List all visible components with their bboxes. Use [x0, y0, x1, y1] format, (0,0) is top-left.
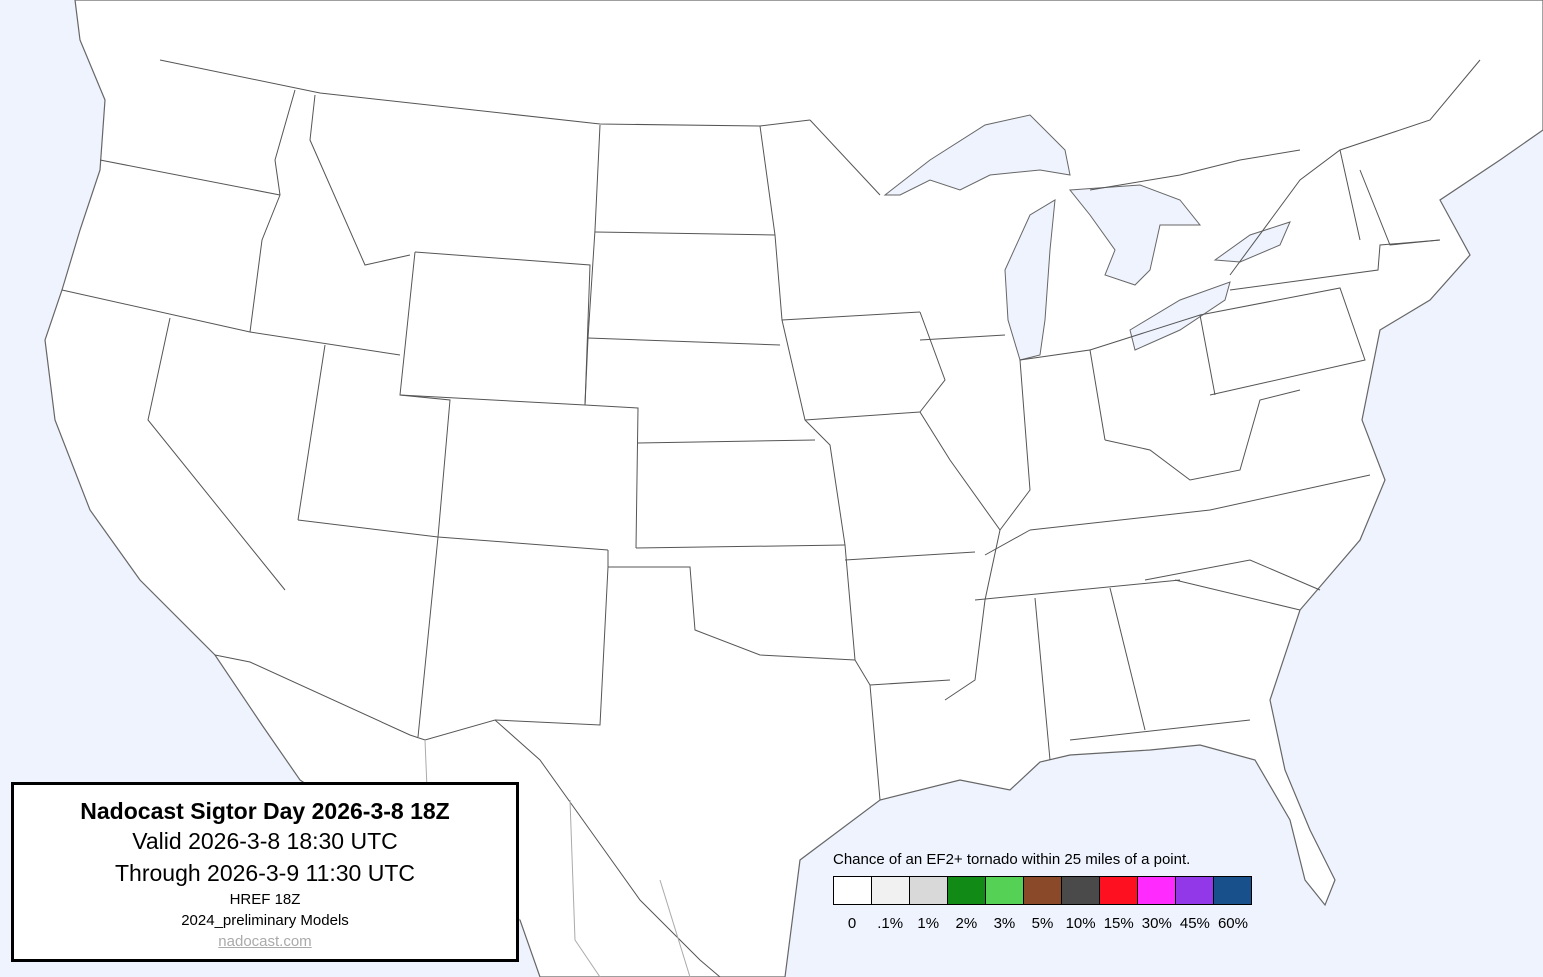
- forecast-info-box: Nadocast Sigtor Day 2026-3-8 18Z Valid 2…: [11, 782, 519, 962]
- model-run: HREF 18Z: [229, 891, 301, 908]
- legend-label: 30%: [1141, 915, 1172, 932]
- legend-label: 2%: [955, 915, 978, 932]
- legend-swatch: [1062, 877, 1100, 904]
- legend-label: 5%: [1031, 915, 1054, 932]
- legend-label: 0: [847, 915, 857, 932]
- legend-labels: 0 .1% 1% 2% 3% 5% 10% 15% 30% 45% 60%: [833, 915, 1252, 932]
- legend-swatch: [1100, 877, 1138, 904]
- legend-label: 10%: [1065, 915, 1096, 932]
- valid-time: Valid 2026-3-8 18:30 UTC: [132, 828, 398, 854]
- legend-label: .1%: [877, 915, 904, 932]
- forecast-title: Nadocast Sigtor Day 2026-3-8 18Z: [80, 798, 450, 824]
- legend-label: 45%: [1179, 915, 1210, 932]
- legend-label: 3%: [993, 915, 1016, 932]
- great-lakes: [883, 114, 1291, 361]
- models-version: 2024_preliminary Models: [181, 912, 349, 929]
- legend-swatch: [1214, 877, 1251, 904]
- legend-swatch: [910, 877, 948, 904]
- legend-swatch: [872, 877, 910, 904]
- legend-swatch: [834, 877, 872, 904]
- legend-swatch: [1176, 877, 1214, 904]
- probability-legend: Chance of an EF2+ tornado within 25 mile…: [833, 851, 1252, 932]
- through-time: Through 2026-3-9 11:30 UTC: [114, 860, 416, 886]
- legend-label: 60%: [1217, 915, 1248, 932]
- legend-swatch: [986, 877, 1024, 904]
- legend-swatches: [833, 876, 1252, 905]
- legend-swatch: [1138, 877, 1176, 904]
- land-mass: [44, 0, 1543, 977]
- legend-title: Chance of an EF2+ tornado within 25 mile…: [833, 851, 1191, 868]
- legend-label: 15%: [1103, 915, 1134, 932]
- legend-swatch: [948, 877, 986, 904]
- legend-label: 1%: [917, 915, 940, 932]
- legend-swatch: [1024, 877, 1062, 904]
- state-borders: [61, 59, 1481, 801]
- nadocast-link[interactable]: nadocast.com: [218, 933, 312, 950]
